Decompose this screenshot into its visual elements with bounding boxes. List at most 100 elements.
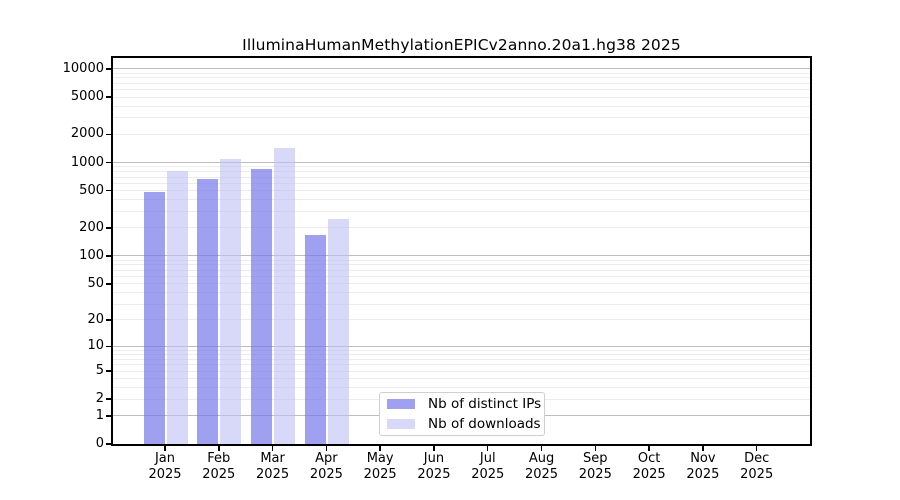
legend-item-distinct-ips: Nb of distinct IPs [380,396,544,413]
x-axis-tick-nov-2025 [702,446,704,451]
gridline-minor-70 [113,269,810,271]
y-axis-tick-label-50: 50 [87,275,104,291]
bar-nb-of-downloads-feb-2025 [220,159,242,444]
y-axis-tick-label-2: 2 [95,391,104,407]
gridline-minor-600 [113,182,810,184]
legend: Nb of distinct IPs Nb of downloads [379,392,545,436]
x-axis-tick-label-dec-2025: Dec 2025 [740,451,774,482]
gridline-major-10 [113,345,810,347]
y-axis-tick-50 [106,283,111,285]
y-axis-tick-label-2000: 2000 [70,126,104,142]
x-axis-tick-mar-2025 [271,446,274,451]
gridline-minor-300 [113,211,810,212]
y-axis-tick-0 [106,443,111,445]
y-axis-tick-label-20: 20 [87,311,104,327]
gridline-minor-5000 [113,96,810,98]
legend-label-distinct-ips: Nb of distinct IPs [428,396,542,412]
plot-area [113,58,810,444]
gridline-minor-80 [113,264,810,266]
x-axis-tick-label-aug-2025: Aug 2025 [524,451,559,482]
x-axis-tick-label-jul-2025: Jul 2025 [471,451,505,482]
x-axis-tick-label-mar-2025: Mar 2025 [256,451,290,482]
y-axis-tick-label-5: 5 [95,363,104,378]
legend-swatch-downloads [387,419,415,429]
gridline-minor-50 [113,283,810,285]
y-axis-tick-500 [106,189,111,192]
gridline-minor-8000 [113,77,810,79]
y-axis-tick-1 [106,415,111,417]
x-axis-tick-jan-2025 [164,446,166,451]
gridline-minor-30 [113,303,810,305]
chart-title: IlluminaHumanMethylationEPICv2anno.20a1.… [242,36,681,54]
legend-label-downloads: Nb of downloads [428,416,541,432]
gridline-minor-6 [113,364,810,366]
y-axis-tick-label-1000: 1000 [70,154,104,170]
legend-swatch-distinct-ips [387,399,415,409]
x-axis-tick-feb-2025 [218,446,220,451]
y-axis-tick-2000 [106,133,111,136]
y-axis-tick-1000 [106,161,111,164]
x-axis-tick-aug-2025 [540,446,543,451]
gridline-minor-400 [113,199,810,201]
y-axis-tick-10000 [106,68,111,70]
y-axis-tick-5000 [106,96,111,98]
legend-item-downloads: Nb of downloads [380,416,544,433]
x-axis-tick-label-apr-2025: Apr 2025 [309,451,343,482]
x-axis-tick-label-jun-2025: Jun 2025 [417,451,451,482]
bar-nb-of-downloads-jan-2025 [166,171,188,444]
x-axis-tick-label-feb-2025: Feb 2025 [202,451,236,482]
gridline-minor-2000 [113,133,810,135]
y-axis-tick-10 [106,345,111,348]
gridline-minor-6000 [113,89,810,91]
y-axis-tick-2 [106,398,111,400]
x-axis-tick-jun-2025 [433,446,435,451]
bar-nb-of-downloads-mar-2025 [274,147,296,444]
gridline-minor-3 [113,387,810,389]
y-axis-tick-label-100: 100 [79,247,104,263]
y-axis-tick-100 [106,255,111,257]
gridline-major-10000 [113,68,810,70]
y-axis-tick-label-10000: 10000 [62,60,104,76]
gridline-minor-20 [113,319,810,321]
gridline-minor-4000 [113,105,810,107]
gridline-minor-60 [113,276,810,278]
bar-nb-of-downloads-apr-2025 [327,218,349,444]
gridline-minor-8 [113,353,810,355]
x-axis-tick-apr-2025 [325,446,328,451]
x-axis-tick-may-2025 [379,446,381,451]
gridline-minor-800 [113,171,810,173]
x-axis-tick-label-may-2025: May 2025 [363,451,397,482]
gridline-minor-4 [113,377,810,379]
gridline-minor-5 [113,370,810,372]
y-axis-tick-label-1: 1 [95,407,104,423]
y-axis-tick-label-10: 10 [87,338,104,354]
x-axis-tick-label-oct-2025: Oct 2025 [632,451,666,482]
bar-nb-of-distinct-ips-feb-2025 [197,179,219,444]
x-axis-tick-jul-2025 [486,446,489,451]
gridline-minor-7 [113,358,810,360]
bar-nb-of-distinct-ips-apr-2025 [304,234,326,444]
y-axis-tick-200 [106,227,111,229]
x-axis-tick-oct-2025 [648,446,650,451]
y-axis-tick-label-500: 500 [79,182,104,198]
y-axis-tick-label-0: 0 [95,436,104,451]
x-axis-tick-sep-2025 [594,446,597,451]
gridline-minor-700 [113,176,810,178]
gridline-minor-3000 [113,117,810,119]
y-axis-tick-20 [106,319,111,321]
gridline-minor-500 [113,190,810,192]
gridline-major-100 [113,255,810,257]
gridline-minor-7000 [113,82,810,84]
x-axis-tick-dec-2025 [755,446,758,451]
gridline-minor-9000 [113,72,810,74]
gridline-minor-200 [113,227,810,229]
y-axis-tick-label-5000: 5000 [70,89,104,105]
gridline-minor-90 [113,259,810,261]
x-axis-tick-label-sep-2025: Sep 2025 [578,451,612,482]
gridline-minor-9 [113,349,810,351]
x-axis-tick-label-jan-2025: Jan 2025 [148,451,182,482]
x-axis-tick-label-nov-2025: Nov 2025 [686,451,720,482]
y-axis-tick-5 [106,370,111,372]
gridline-major-1000 [113,162,810,164]
